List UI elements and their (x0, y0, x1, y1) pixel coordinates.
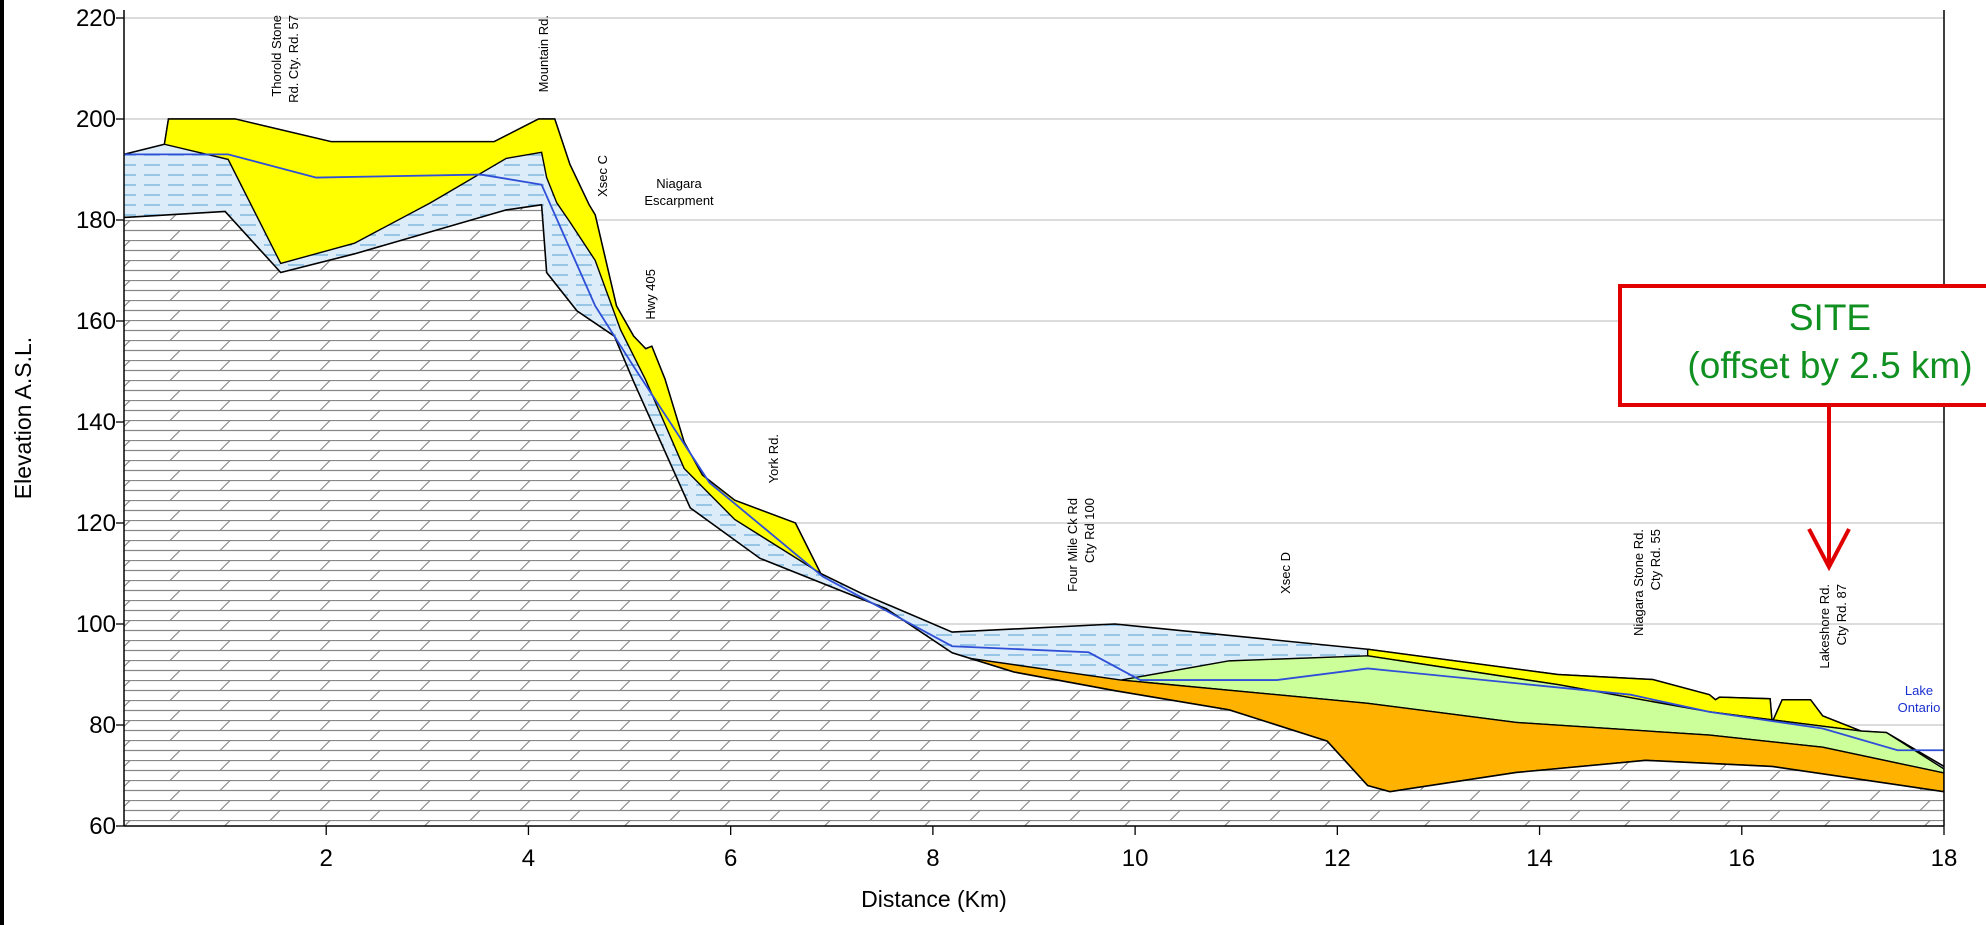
annotation: Lake (1905, 683, 1933, 698)
x-tick-label: 6 (724, 845, 737, 872)
site-label: SITE (1789, 297, 1871, 338)
annotation: York Rd. (766, 434, 781, 483)
annotation: Cty Rd 100 (1082, 498, 1097, 563)
x-tick-label: 14 (1526, 845, 1553, 872)
annotation: Mountain Rd. (536, 15, 551, 92)
annotation: Rd. Cty. Rd. 57 (286, 15, 301, 103)
annotation: Ontario (1898, 700, 1941, 715)
x-tick-label: 8 (926, 845, 939, 872)
x-tick-label: 18 (1931, 845, 1958, 872)
left-frame (0, 0, 4, 925)
site-label: (offset by 2.5 km) (1687, 345, 1972, 386)
annotation: Xsec D (1278, 552, 1293, 594)
y-tick-label: 200 (76, 106, 116, 133)
layer-boundary (124, 203, 1944, 793)
y-tick-label: 120 (76, 510, 116, 537)
site-box (1618, 284, 1986, 407)
annotations: Thorold Stone Rd. Cty. Rd. 57 Mountain Rd.… (269, 15, 1986, 715)
y-tick-label: 160 (76, 308, 116, 335)
y-axis-title: Elevation A.S.L. (10, 337, 36, 499)
y-tick-label: 100 (76, 611, 116, 638)
axes: 60 80 100 120 140 160 180 200 220 2 4 6 8 10 12 14 16 18 (76, 5, 1957, 872)
x-tick-label: 12 (1324, 845, 1351, 872)
water-table (124, 153, 1944, 752)
annotation: Hwy 405 (643, 269, 658, 320)
site-arrow-head (1807, 528, 1851, 572)
y-tick-label: 80 (89, 712, 116, 739)
layers (124, 118, 1944, 826)
annotation: Cty Rd. 55 (1648, 529, 1663, 590)
annotation: Escarpment (644, 193, 714, 208)
annotation: Cty Rd. 87 (1834, 584, 1849, 645)
annotation: Four Mile Ck Rd (1065, 498, 1080, 592)
y-tick-label: 180 (76, 207, 116, 234)
x-tick-label: 4 (522, 845, 535, 872)
x-tick-label: 16 (1728, 845, 1755, 872)
layer-polygon (163, 118, 823, 576)
annotation: Niagara (656, 176, 702, 191)
x-tick-label: 10 (1122, 845, 1149, 872)
y-tick-label: 220 (76, 5, 116, 32)
y-tick-label: 60 (89, 813, 116, 840)
y-tick-label: 140 (76, 409, 116, 436)
annotation: Niagara Stone Rd. (1631, 529, 1646, 636)
annotation: Lakeshore Rd. (1817, 584, 1832, 669)
x-axis-title: Distance (Km) (861, 886, 1007, 912)
annotation: Thorold Stone (269, 15, 284, 97)
x-tick-label: 2 (320, 845, 333, 872)
annotation: Xsec C (595, 155, 610, 197)
layer-area (124, 204, 1944, 826)
